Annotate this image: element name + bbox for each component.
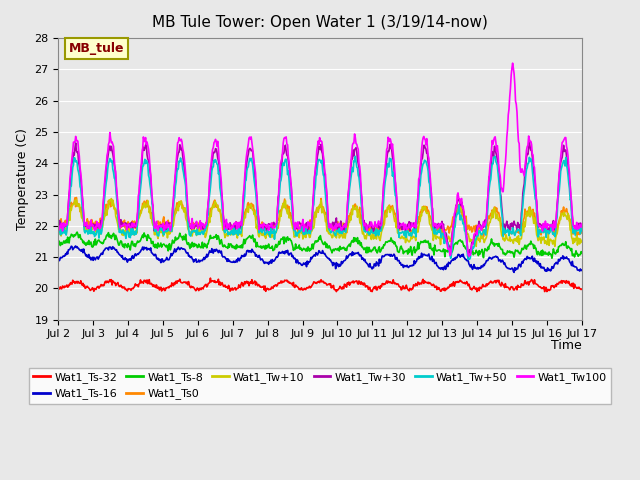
Wat1_Ts-32 [64, 284, 72, 290]
Wat1_Tw+50 [384, 161, 392, 167]
Wat1_Ts0 [199, 221, 207, 227]
Wat1_Tw+50 [198, 228, 206, 234]
Wat1_Tw+50 [118, 230, 125, 236]
Wat1_Ts-32 [333, 288, 340, 294]
Wat1_Ts-16 [399, 264, 407, 270]
Wat1_Ts0 [384, 205, 392, 211]
Wat1_Tw+10 [551, 243, 559, 249]
Wat1_Tw+30 [383, 151, 391, 157]
Wat1_Tw+10 [108, 196, 115, 202]
Wat1_Tw100 [509, 60, 516, 66]
Text: MB_tule: MB_tule [68, 42, 124, 55]
Wat1_Ts-8 [74, 229, 81, 235]
Wat1_Ts-8 [199, 245, 207, 251]
Wat1_Ts-32 [118, 284, 125, 289]
Wat1_Ts-8 [172, 234, 179, 240]
Wat1_Tw100 [399, 222, 406, 228]
Wat1_Tw+50 [351, 154, 359, 159]
Wat1_Ts-8 [118, 242, 126, 248]
Line: Wat1_Ts0: Wat1_Ts0 [58, 198, 582, 237]
Wat1_Ts-16 [172, 249, 179, 255]
Wat1_Tw+50 [465, 256, 472, 262]
Wat1_Tw+30 [525, 139, 533, 145]
Wat1_Ts-8 [384, 239, 392, 244]
Wat1_Ts-32 [400, 286, 408, 292]
Wat1_Ts-32 [54, 286, 62, 291]
Wat1_Tw+50 [399, 229, 407, 235]
Wat1_Tw+30 [198, 226, 206, 231]
Wat1_Tw+10 [384, 206, 392, 212]
Wat1_Tw+10 [172, 211, 179, 216]
Wat1_Ts-8 [64, 234, 72, 240]
Title: MB Tule Tower: Open Water 1 (3/19/14-now): MB Tule Tower: Open Water 1 (3/19/14-now… [152, 15, 488, 30]
Wat1_Tw+50 [64, 219, 72, 225]
Line: Wat1_Ts-32: Wat1_Ts-32 [58, 278, 582, 291]
Wat1_Tw+30 [171, 181, 179, 187]
Wat1_Tw100 [198, 223, 206, 228]
Wat1_Tw+30 [54, 225, 62, 231]
Line: Wat1_Tw+30: Wat1_Tw+30 [58, 142, 582, 259]
Wat1_Tw100 [118, 223, 125, 229]
Wat1_Ts0 [64, 217, 72, 223]
Wat1_Tw+30 [64, 212, 72, 217]
Wat1_Tw+50 [54, 229, 62, 235]
Line: Wat1_Tw100: Wat1_Tw100 [58, 63, 582, 256]
Wat1_Ts-32 [385, 279, 393, 285]
Wat1_Tw100 [383, 144, 391, 150]
Legend: Wat1_Ts-32, Wat1_Ts-16, Wat1_Ts-8, Wat1_Ts0, Wat1_Tw+10, Wat1_Tw+30, Wat1_Tw+50,: Wat1_Ts-32, Wat1_Ts-16, Wat1_Ts-8, Wat1_… [29, 368, 611, 404]
Wat1_Ts0 [172, 206, 179, 212]
Text: Time: Time [551, 339, 582, 352]
Wat1_Ts-16 [64, 251, 72, 257]
Wat1_Tw100 [171, 178, 179, 183]
Wat1_Tw+10 [578, 239, 586, 245]
Wat1_Ts-32 [207, 275, 214, 281]
Wat1_Tw+30 [578, 224, 586, 229]
Line: Wat1_Tw+50: Wat1_Tw+50 [58, 156, 582, 259]
Y-axis label: Temperature (C): Temperature (C) [15, 128, 29, 230]
Wat1_Tw+10 [199, 230, 207, 236]
Wat1_Tw100 [64, 212, 72, 218]
Wat1_Ts0 [118, 221, 126, 227]
Wat1_Ts-8 [578, 250, 586, 256]
Wat1_Ts-16 [578, 267, 586, 273]
Wat1_Ts0 [72, 195, 80, 201]
Wat1_Ts-8 [399, 251, 407, 257]
Wat1_Tw+50 [171, 194, 179, 200]
Wat1_Ts-16 [118, 253, 126, 259]
Wat1_Tw+10 [54, 232, 62, 238]
Wat1_Ts-8 [54, 239, 62, 245]
Wat1_Tw100 [578, 221, 586, 227]
Wat1_Ts-16 [510, 269, 518, 275]
Wat1_Ts-32 [171, 282, 179, 288]
Wat1_Ts-16 [384, 252, 392, 257]
Wat1_Ts0 [54, 223, 62, 228]
Wat1_Tw+10 [118, 232, 126, 238]
Line: Wat1_Ts-16: Wat1_Ts-16 [58, 246, 582, 272]
Wat1_Ts-32 [578, 286, 586, 292]
Wat1_Tw+10 [64, 222, 72, 228]
Wat1_Tw+10 [399, 236, 407, 241]
Wat1_Tw+30 [399, 223, 406, 229]
Line: Wat1_Tw+10: Wat1_Tw+10 [58, 199, 582, 246]
Wat1_Ts-32 [198, 285, 206, 291]
Wat1_Tw+50 [578, 228, 586, 234]
Wat1_Ts-16 [72, 243, 79, 249]
Wat1_Ts0 [399, 222, 407, 228]
Wat1_Ts-16 [54, 255, 62, 261]
Wat1_Ts0 [578, 230, 586, 236]
Line: Wat1_Ts-8: Wat1_Ts-8 [58, 232, 582, 258]
Wat1_Tw100 [54, 222, 62, 228]
Wat1_Tw100 [465, 253, 473, 259]
Wat1_Tw+30 [465, 256, 472, 262]
Wat1_Ts0 [573, 234, 580, 240]
Wat1_Tw+30 [118, 222, 125, 228]
Wat1_Ts-16 [199, 256, 207, 262]
Wat1_Ts-8 [548, 255, 556, 261]
